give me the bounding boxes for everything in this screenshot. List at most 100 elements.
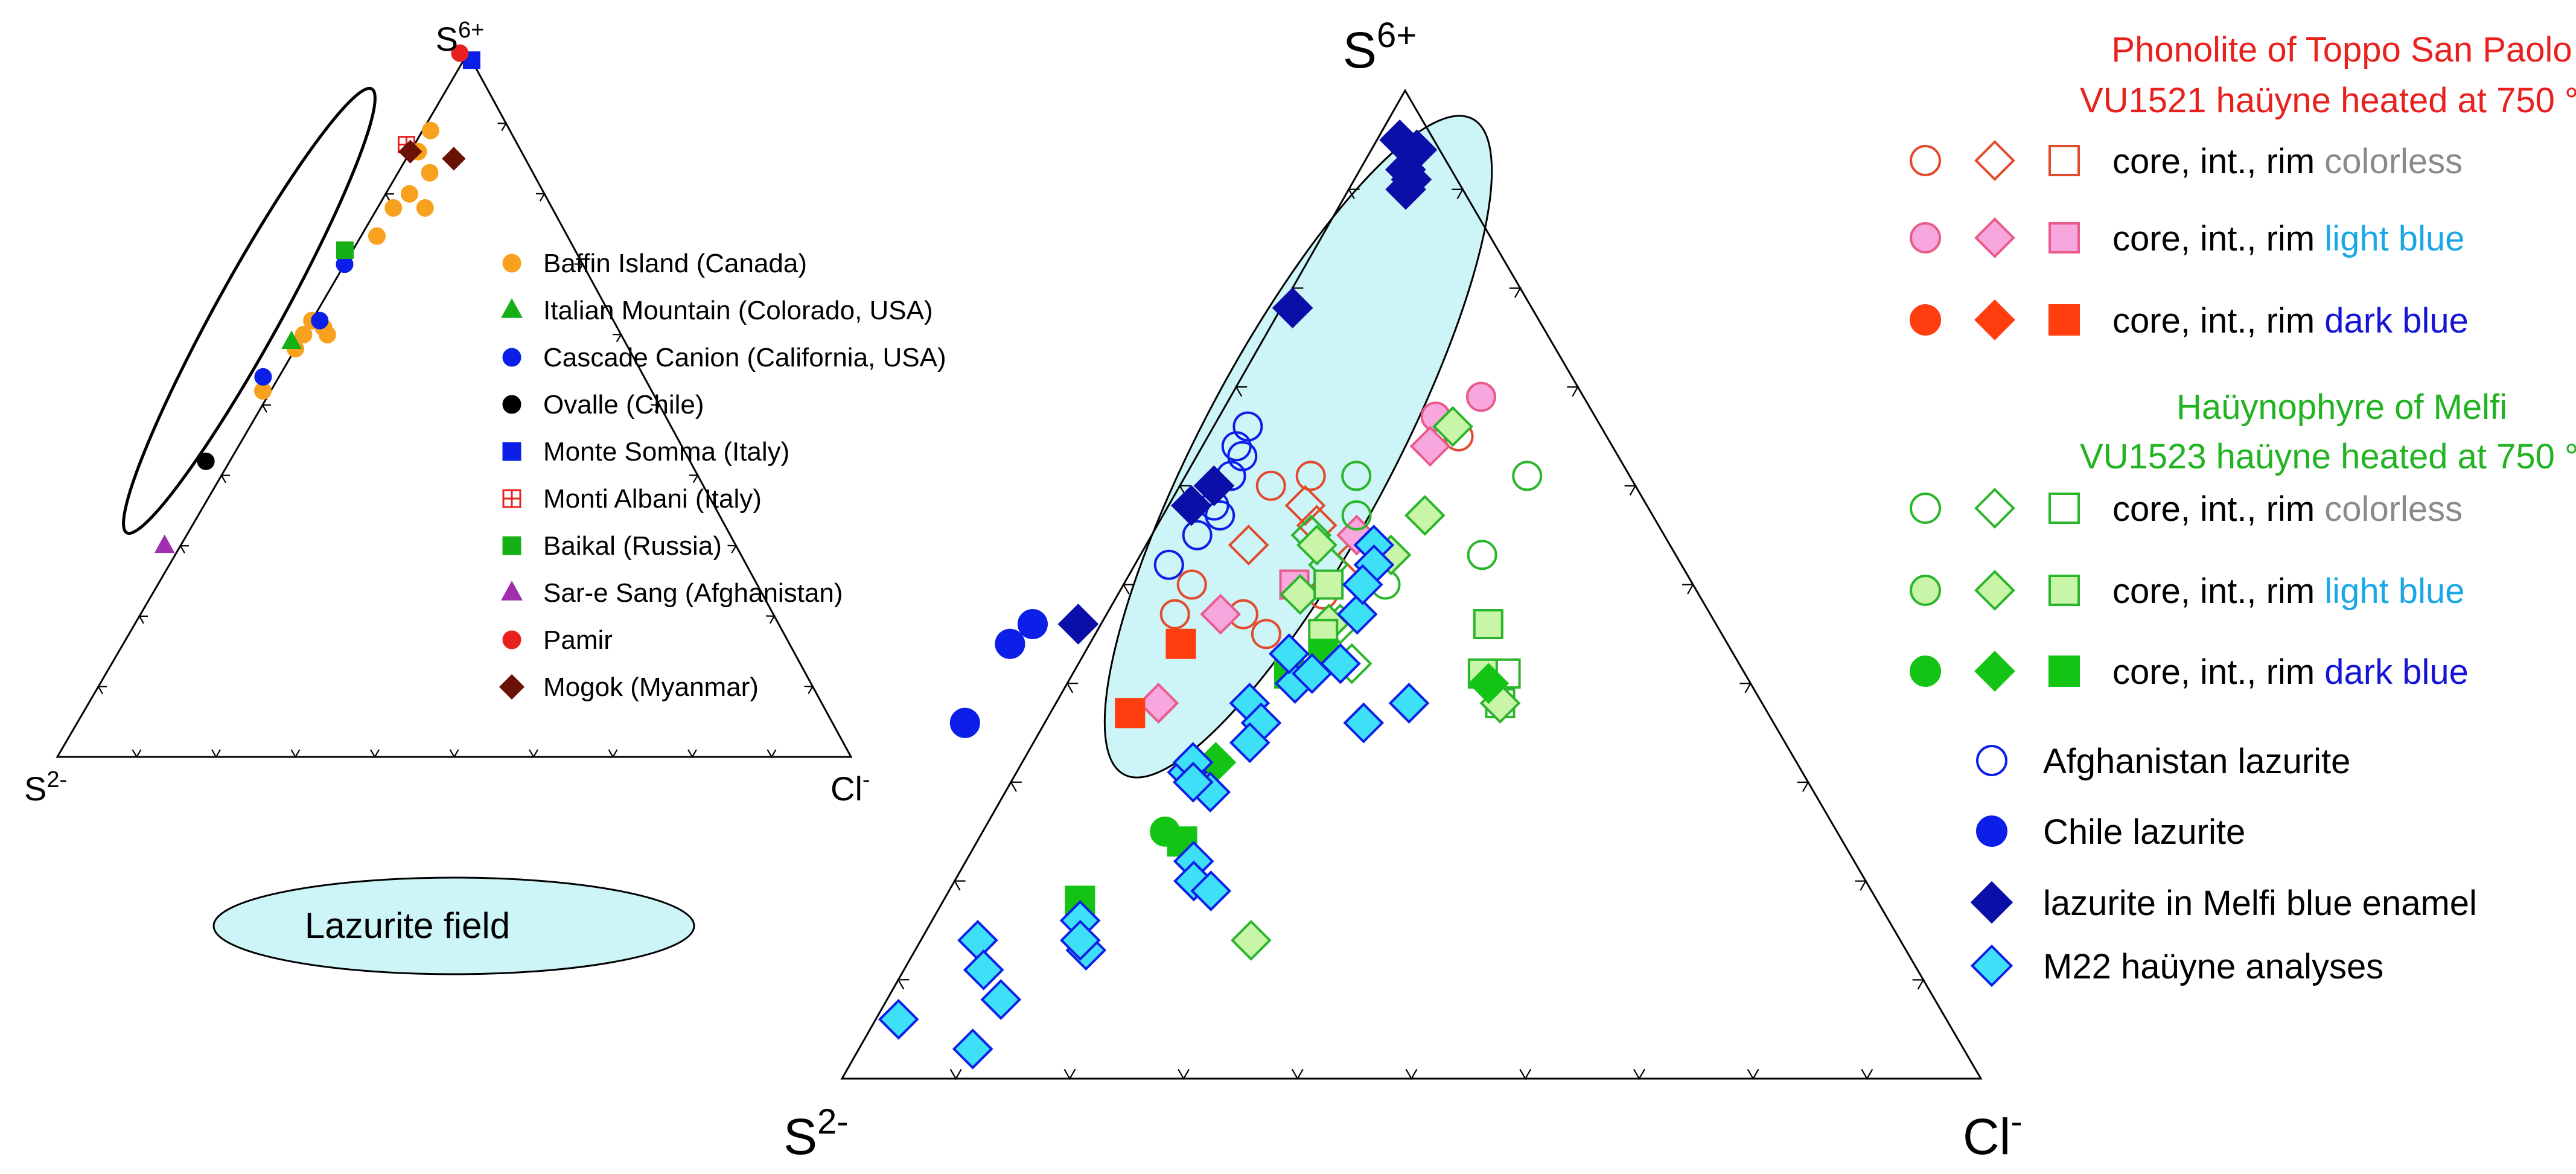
data-point-italian-mountain-colorado-usa- (281, 330, 302, 349)
small-legend-marker (502, 489, 521, 508)
tick-mark (529, 749, 538, 759)
tick-mark (1624, 485, 1637, 496)
tick-mark (1347, 188, 1360, 199)
small-legend-label: Baikal (Russia) (543, 531, 722, 561)
small-legend-label: Cascade Canion (California, USA) (543, 343, 946, 372)
tick-mark (1405, 1068, 1418, 1080)
data-point-m22-ha-yne-analyses (952, 1029, 993, 1070)
legend-core-marker (1910, 656, 1941, 687)
data-point-afghanistan-lazurite (1227, 441, 1258, 471)
tick-mark (97, 686, 107, 695)
data-point-toppo-int-light-blue (1409, 426, 1451, 467)
data-point-melfi-core-colorless (1341, 500, 1372, 531)
data-point-toppo-core-light-blue (1465, 381, 1496, 412)
data-point-m22-ha-yne-analyses (1268, 633, 1310, 674)
small-vertex-left-label: S2- (24, 767, 67, 808)
data-point-baffin-island-canada- (384, 199, 403, 217)
legend-core-marker (1910, 145, 1941, 176)
legend-rim-marker (2048, 222, 2080, 254)
legend-row-label: core, int., rim light blue (2112, 572, 2464, 611)
tick-mark (1739, 683, 1752, 694)
large-ternary-chart: S6+ S2- Cl- (783, 16, 2023, 1165)
data-point-mogok-myanmar- (398, 139, 422, 164)
tick-mark (132, 749, 142, 759)
tick-mark (767, 749, 777, 759)
legend-row-colorword: light blue (2324, 572, 2464, 611)
tick-mark (1633, 1068, 1645, 1080)
tick-mark (953, 880, 966, 891)
data-point-toppo-int-colorless (1284, 485, 1326, 526)
small-legend-label: Italian Mountain (Colorado, USA) (543, 296, 933, 325)
legend-rim-marker (2048, 656, 2080, 687)
data-point-toppo-core-colorless (1295, 461, 1326, 491)
small-data-points (154, 44, 480, 554)
tick-mark (449, 749, 459, 759)
legend-other-marker (1970, 944, 2013, 987)
data-point-toppo-core-colorless (1176, 569, 1207, 600)
tick-mark (1519, 1068, 1532, 1080)
data-point-melfi-core-colorless (1341, 461, 1372, 491)
melfi-title-line-1: Haüynophyre of Melfi (2176, 388, 2507, 427)
legend-rim-marker (2048, 493, 2080, 524)
data-point-m22-ha-yne-analyses (878, 998, 919, 1040)
small-legend-label: Ovalle (Chile) (543, 390, 704, 420)
tick-mark (1291, 1068, 1304, 1080)
data-point-monte-somma-italy- (462, 51, 480, 69)
legend-row-label: core, int., rim dark blue (2112, 652, 2469, 692)
tick-mark (290, 749, 301, 759)
tick-mark (897, 979, 910, 990)
data-point-m22-ha-yne-analyses (963, 949, 1004, 991)
tick-mark (1178, 1068, 1190, 1080)
lazurite-field-label: Lazurite field (305, 905, 510, 946)
data-point-melfi-rim-light-blue (1313, 569, 1344, 600)
main-legend: Phonolite of Toppo San Paolo VU1521 haüy… (1910, 30, 2576, 987)
small-vertex-right-label: Cl- (831, 767, 870, 808)
data-point-chile-lazurite (949, 707, 980, 738)
tick-mark (1009, 781, 1022, 792)
data-point-m22-ha-yne-analyses (1336, 593, 1378, 635)
tick-mark (1567, 386, 1580, 397)
small-ternary-chart: S6+ S2- Cl- Baffin Island (Canada) Italia… (24, 18, 946, 975)
data-point-baffin-island-canada- (416, 199, 434, 217)
tick-mark (1912, 979, 1925, 990)
legend-row-label: core, int., rim colorless (2112, 490, 2463, 529)
tick-mark (651, 404, 661, 413)
tick-mark (535, 193, 546, 202)
small-legend-marker (502, 395, 521, 414)
small-lazurite-ellipse (122, 86, 377, 535)
legend-core-marker (1910, 222, 1941, 254)
data-point-pamir (451, 44, 469, 62)
data-point-chile-lazurite (995, 628, 1025, 659)
legend-int-marker (1974, 140, 2015, 181)
small-legend-marker (502, 348, 521, 367)
data-point-baffin-island-canada- (421, 164, 439, 182)
data-point-baffin-island-canada- (318, 325, 336, 343)
data-point-sar-e-sang-afghanistan- (154, 534, 175, 554)
large-vertex-right-label: Cl- (1963, 1102, 2023, 1165)
small-legend-label: Mogok (Myanmar) (543, 672, 759, 702)
legend-core-marker (1910, 493, 1941, 524)
toppo-title-line-2: VU1521 haüyne heated at 750 °C (2080, 81, 2576, 120)
tick-mark (1066, 682, 1079, 694)
data-point-cascade-canion-california-usa- (254, 368, 272, 386)
data-point-m22-ha-yne-analyses (1342, 564, 1383, 605)
data-point-baffin-island-canada- (368, 227, 386, 245)
legend-int-marker (1974, 570, 2015, 611)
legend-row-label: core, int., rim colorless (2112, 142, 2463, 181)
small-legend-label: Pamir (543, 625, 613, 655)
legend-row-prefix: core, int., rim (2112, 490, 2324, 529)
data-point-melfi-int-light-blue (1230, 919, 1272, 961)
data-point-m22-ha-yne-analyses (1319, 643, 1361, 684)
data-point-afghanistan-lazurite (1205, 500, 1235, 531)
small-legend-label: Sar-e Sang (Afghanistan) (543, 578, 843, 608)
legend-row-colorword: dark blue (2324, 301, 2469, 340)
tick-mark (1855, 880, 1867, 891)
data-point-melfi-int-light-blue (1280, 573, 1321, 615)
small-vertex-top-label: S6+ (436, 18, 485, 58)
legend-core-marker (1910, 304, 1941, 336)
large-lazurite-ellipse (1103, 115, 1493, 779)
legend-other-label: Afghanistan lazurite (2043, 742, 2350, 781)
data-point-afghanistan-lazurite (1232, 411, 1263, 442)
data-point-ovalle-chile- (197, 452, 215, 470)
tick-mark (179, 545, 190, 554)
